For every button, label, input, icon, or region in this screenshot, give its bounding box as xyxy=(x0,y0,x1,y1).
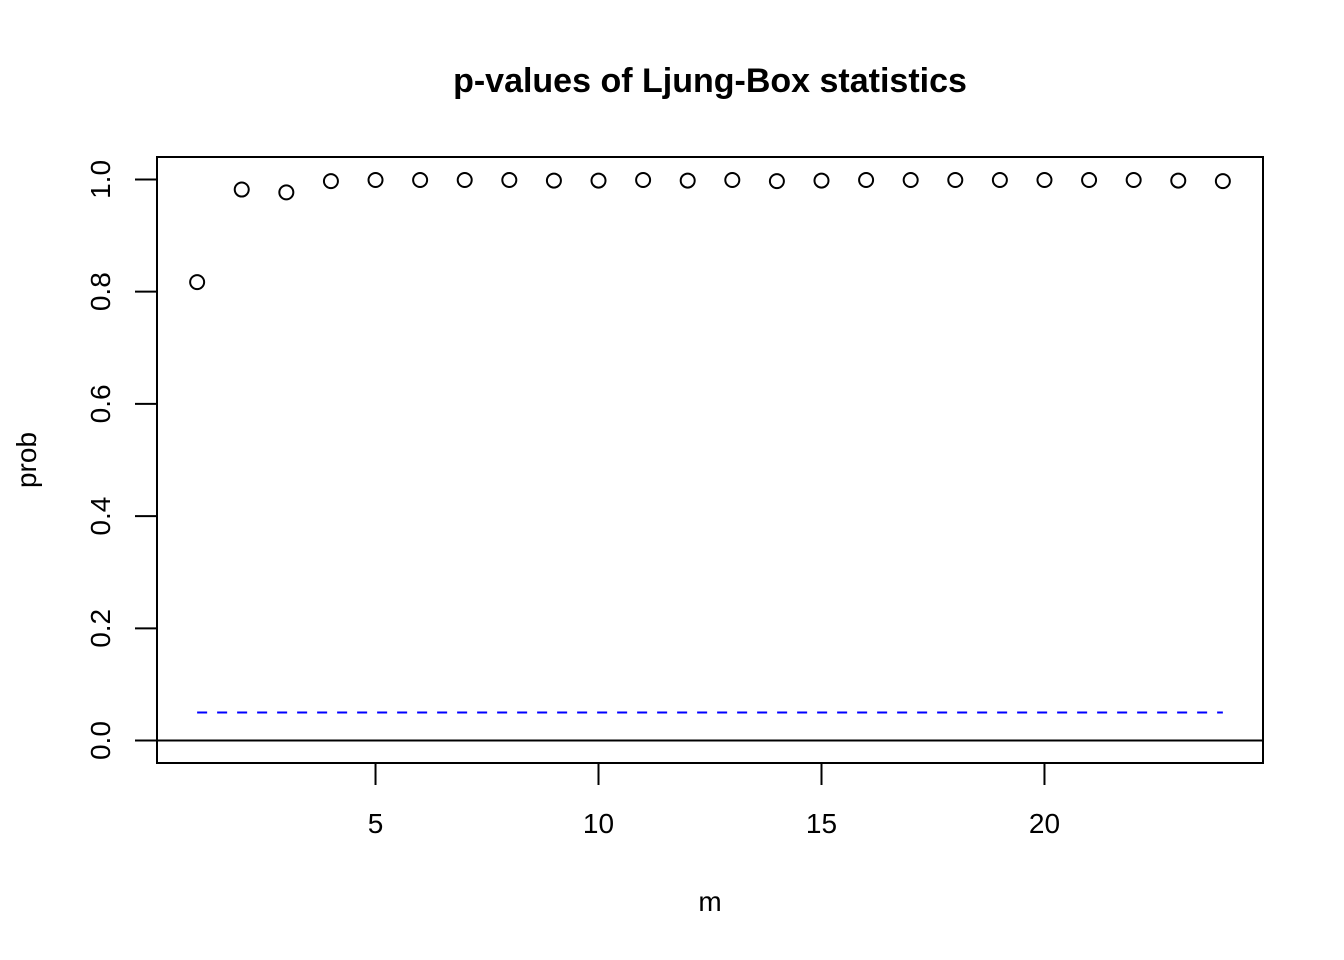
data-point xyxy=(635,172,652,189)
data-point xyxy=(545,172,562,189)
data-point xyxy=(412,172,429,189)
x-tick-label: 5 xyxy=(368,808,384,839)
data-point xyxy=(1170,172,1187,189)
data-point xyxy=(679,172,696,189)
reference-lines xyxy=(157,711,1263,742)
data-point xyxy=(233,181,250,198)
plot-frame xyxy=(156,156,1264,764)
data-point xyxy=(991,172,1008,189)
data-point xyxy=(1036,172,1053,189)
data-point xyxy=(456,172,473,189)
data-point xyxy=(813,172,830,189)
data-point xyxy=(1081,172,1098,189)
y-axis-label: prob xyxy=(11,432,42,488)
y-tick-label: 0.4 xyxy=(85,497,116,536)
y-tick-label: 0.8 xyxy=(85,272,116,311)
data-point xyxy=(1125,172,1142,189)
data-point xyxy=(1214,173,1231,190)
y-tick-label: 1.0 xyxy=(85,160,116,199)
y-tick-label: 0.0 xyxy=(85,721,116,760)
x-axis: 5 10 15 20 xyxy=(368,763,1060,839)
data-point xyxy=(590,172,607,189)
x-tick-label: 15 xyxy=(806,808,837,839)
data-point xyxy=(947,172,964,189)
data-point xyxy=(902,172,919,189)
data-point xyxy=(367,172,384,189)
data-point xyxy=(501,172,518,189)
y-tick-label: 0.2 xyxy=(85,609,116,648)
x-tick-label: 20 xyxy=(1029,808,1060,839)
data-point xyxy=(858,172,875,189)
data-point xyxy=(189,274,206,291)
y-axis: 0.0 0.2 0.4 0.6 0.8 1.0 xyxy=(85,160,157,760)
chart-title: p-values of Ljung-Box statistics xyxy=(453,62,967,100)
data-point xyxy=(322,173,339,190)
y-tick-label: 0.6 xyxy=(85,384,116,423)
data-point xyxy=(724,172,741,189)
data-point xyxy=(278,184,295,201)
x-axis-label: m xyxy=(698,886,721,917)
data-point xyxy=(768,173,785,190)
x-tick-label: 10 xyxy=(583,808,614,839)
data-points xyxy=(189,172,1231,291)
